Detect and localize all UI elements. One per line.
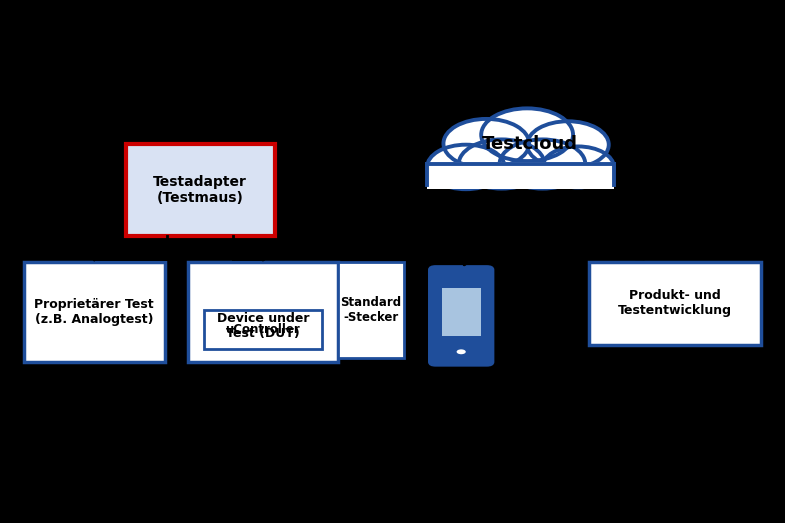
Bar bbox=[188, 262, 338, 362]
Ellipse shape bbox=[427, 145, 505, 189]
Ellipse shape bbox=[444, 119, 529, 168]
Circle shape bbox=[457, 349, 466, 354]
Ellipse shape bbox=[542, 146, 614, 187]
Bar bbox=[589, 262, 761, 345]
Ellipse shape bbox=[458, 140, 545, 189]
Bar bbox=[126, 144, 275, 236]
Bar bbox=[24, 262, 165, 362]
Text: Standard
-Stecker: Standard -Stecker bbox=[341, 295, 401, 324]
Bar bbox=[442, 288, 480, 336]
Ellipse shape bbox=[481, 108, 573, 161]
Ellipse shape bbox=[527, 121, 609, 168]
Bar bbox=[427, 162, 614, 189]
Bar bbox=[338, 262, 404, 358]
Ellipse shape bbox=[499, 140, 586, 189]
Text: Device under
Test (DUT): Device under Test (DUT) bbox=[217, 312, 309, 340]
Text: Produkt- und
Testentwicklung: Produkt- und Testentwicklung bbox=[618, 289, 732, 317]
Text: Testcloud: Testcloud bbox=[482, 135, 578, 153]
Bar bbox=[204, 310, 322, 349]
FancyBboxPatch shape bbox=[429, 267, 493, 365]
Text: uController: uController bbox=[225, 323, 301, 336]
Text: Proprietärer Test
(z.B. Analogtest): Proprietärer Test (z.B. Analogtest) bbox=[35, 298, 154, 326]
Text: Testadapter
(Testmaus): Testadapter (Testmaus) bbox=[153, 175, 247, 206]
